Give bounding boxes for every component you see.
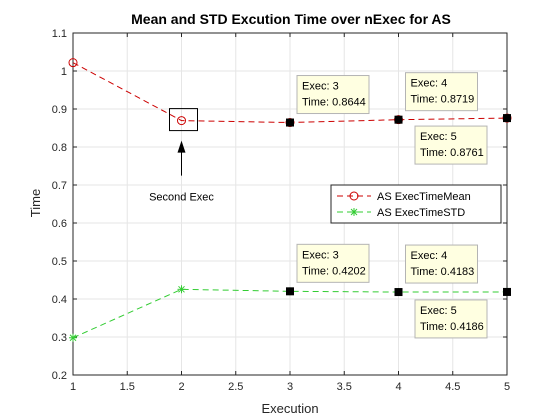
x-tick-label: 5 bbox=[504, 381, 510, 393]
datatip-time-label: Time: 0.4202 bbox=[302, 265, 366, 277]
legend-label: AS ExecTimeMean bbox=[377, 191, 471, 203]
annotation-arrow-head bbox=[177, 140, 186, 153]
datatip-time-label: Time: 0.8719 bbox=[411, 94, 475, 106]
datatip-exec-label: Exec: 5 bbox=[420, 305, 457, 317]
datatip-time-label: Time: 0.8644 bbox=[302, 97, 366, 109]
x-tick-label: 1.5 bbox=[120, 381, 135, 393]
legend-item: AS ExecTimeSTD bbox=[337, 207, 465, 219]
datatip-marker bbox=[503, 287, 511, 296]
axis-ticks: 1 1.5 2 2.5 3 3.5 4 4.5 5 0.2 0.3 0.4 0.5 0.6 0.7 0.8 0.… bbox=[52, 28, 510, 393]
y-tick-label: 0.7 bbox=[52, 180, 67, 192]
datatip-exec-label: Exec: 3 bbox=[302, 81, 339, 93]
datatip-box bbox=[296, 75, 370, 115]
datatip-time-label: Time: 0.4183 bbox=[411, 266, 475, 278]
datatip-marker bbox=[394, 288, 403, 297]
datatip-time-label: Time: 0.8761 bbox=[420, 147, 484, 159]
x-tick-label: 2.5 bbox=[228, 381, 243, 393]
legend-marker bbox=[349, 191, 359, 201]
legend-marker bbox=[350, 208, 358, 216]
datatip-box bbox=[296, 243, 370, 283]
y-tick-label: 0.2 bbox=[52, 370, 67, 382]
x-tick-label: 3.5 bbox=[337, 381, 352, 393]
datatip-box bbox=[414, 299, 488, 339]
y-tick-label: 0.8 bbox=[52, 142, 67, 154]
data-point bbox=[69, 333, 77, 342]
series-line-1 bbox=[72, 288, 508, 339]
datatip-layer: Exec: 3 Time: 0.8644 Exec: 4 Time: 0.8719 Ex… bbox=[286, 72, 511, 339]
datatip-exec-label: Exec: 4 bbox=[411, 78, 448, 90]
datatip-marker bbox=[503, 114, 511, 123]
x-tick-label: 4 bbox=[395, 381, 401, 393]
datatip-marker bbox=[286, 287, 294, 296]
data-point bbox=[177, 116, 186, 126]
y-tick-label: 0.6 bbox=[52, 218, 67, 230]
y-tick-label: 0.3 bbox=[52, 332, 67, 344]
legend-box bbox=[330, 184, 502, 224]
x-tick-label: 1 bbox=[70, 381, 76, 393]
legend-label: AS ExecTimeSTD bbox=[377, 207, 465, 219]
datatip-exec-label: Exec: 5 bbox=[420, 131, 457, 143]
legend: AS ExecTimeMean AS ExecTimeSTD bbox=[330, 184, 502, 224]
highlight-box bbox=[169, 108, 198, 132]
annotation-label: Second Exec bbox=[149, 192, 214, 204]
datatip-box bbox=[414, 125, 488, 165]
data-point bbox=[68, 58, 78, 68]
y-tick-label: 1.1 bbox=[52, 28, 67, 40]
x-tick-label: 4.5 bbox=[445, 381, 460, 393]
x-axis-label: Execution bbox=[261, 401, 318, 416]
datatip-marker bbox=[286, 118, 294, 127]
y-tick-label: 0.5 bbox=[52, 256, 67, 268]
y-tick-label: 1 bbox=[61, 66, 67, 78]
annotation-layer: Second Exec bbox=[149, 108, 214, 204]
legend-item: AS ExecTimeMean bbox=[337, 191, 471, 203]
y-tick-label: 0.9 bbox=[52, 104, 67, 116]
x-tick-label: 3 bbox=[287, 381, 293, 393]
datatip-exec-label: Exec: 3 bbox=[302, 249, 339, 261]
datatip-marker bbox=[394, 115, 403, 124]
datatip-box bbox=[405, 244, 478, 284]
data-point bbox=[177, 285, 186, 294]
x-tick-label: 2 bbox=[178, 381, 184, 393]
y-tick-label: 0.4 bbox=[52, 294, 67, 306]
datatip-box bbox=[405, 72, 478, 112]
datatip-time-label: Time: 0.4186 bbox=[420, 321, 484, 333]
chart-title: Mean and STD Excution Time over nExec fo… bbox=[131, 11, 451, 27]
datatip-exec-label: Exec: 4 bbox=[411, 250, 448, 262]
y-axis-label: Time bbox=[28, 189, 43, 217]
